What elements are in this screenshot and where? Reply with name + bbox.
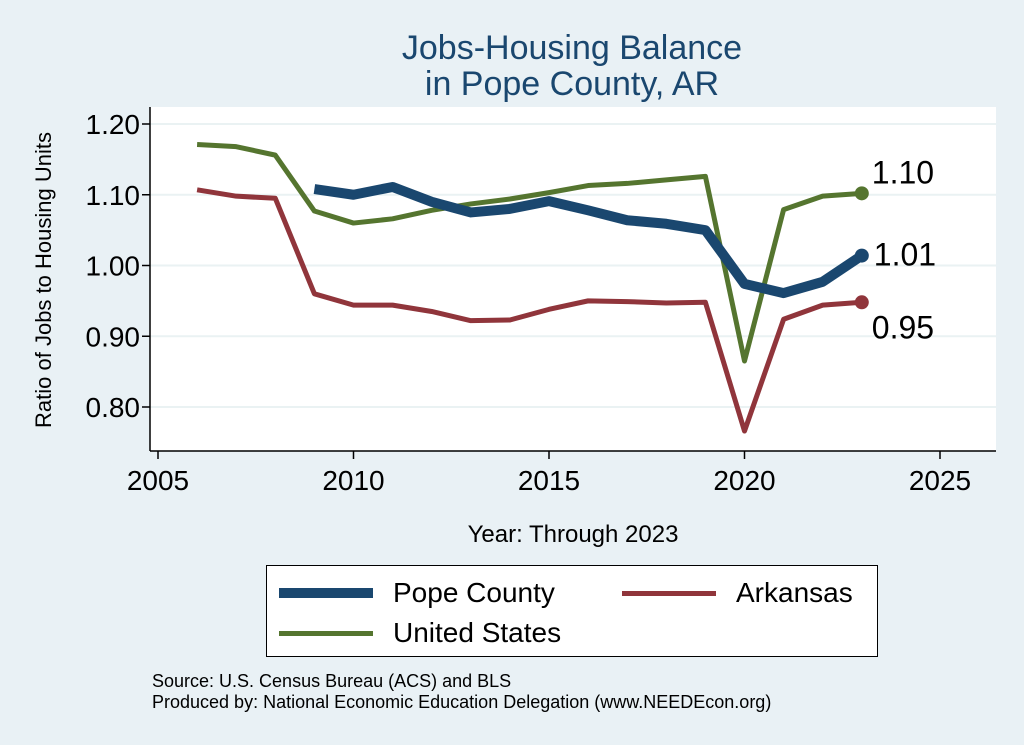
- y-tick-label: 0.80: [86, 392, 141, 423]
- x-tick-label: 2020: [713, 465, 775, 496]
- legend-label-arkansas: Arkansas: [736, 577, 853, 608]
- x-tick-label: 2010: [322, 465, 384, 496]
- legend-swatch-united-states: [279, 630, 373, 636]
- legend-item-pope-county: Pope County: [279, 577, 555, 609]
- legend-swatch-arkansas: [622, 590, 716, 596]
- legend: Pope County Arkansas United States: [266, 565, 878, 657]
- legend-swatch-pope-county: [279, 588, 373, 598]
- end-label-arkansas: 0.95: [872, 309, 934, 345]
- legend-label-united-states: United States: [393, 617, 562, 648]
- series-line-united-states: [196, 142, 862, 364]
- legend-item-united-states: United States: [279, 617, 561, 649]
- chart-title: Jobs-Housing Balance in Pope County, AR: [0, 30, 1024, 102]
- y-tick-label: 1.10: [86, 180, 141, 211]
- end-marker-pope-county: [854, 248, 869, 263]
- series-line-arkansas: [196, 187, 862, 434]
- legend-item-arkansas: Arkansas: [622, 577, 853, 609]
- y-axis-label: Ratio of Jobs to Housing Units: [31, 132, 56, 428]
- chart-title-line-1: Jobs-Housing Balance: [401, 29, 743, 67]
- chart-title-line-2: in Pope County, AR: [424, 65, 720, 103]
- source-note: Source: U.S. Census Bureau (ACS) and BLS…: [152, 671, 771, 713]
- end-label-united-states: 1.10: [872, 154, 934, 190]
- produced-by-line: Produced by: National Economic Education…: [152, 692, 772, 712]
- y-tick-label: 1.00: [86, 251, 141, 282]
- x-axis-label: Year: Through 2023: [467, 521, 679, 548]
- y-tick-label: 0.90: [86, 321, 141, 352]
- end-label-pope-county: 1.01: [874, 237, 936, 273]
- end-marker-united-states: [854, 186, 869, 201]
- x-tick-label: 2015: [518, 465, 580, 496]
- plot-background: [150, 107, 996, 451]
- x-tick-label: 2025: [909, 465, 971, 496]
- end-marker-arkansas: [854, 295, 869, 310]
- source-line: Source: U.S. Census Bureau (ACS) and BLS: [152, 671, 512, 691]
- x-tick-label: 2005: [127, 465, 189, 496]
- series-line-pope-county: [313, 181, 865, 299]
- legend-label-pope-county: Pope County: [393, 577, 555, 608]
- y-tick-label: 1.20: [86, 109, 141, 140]
